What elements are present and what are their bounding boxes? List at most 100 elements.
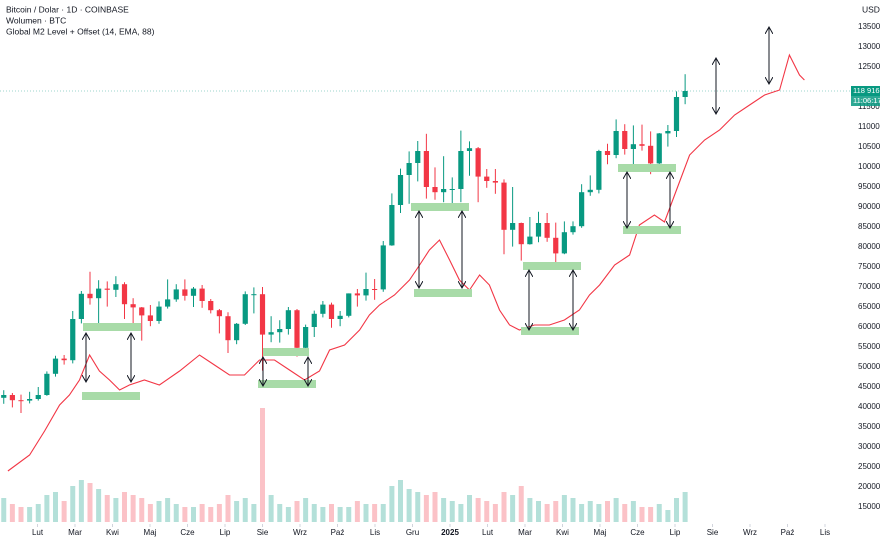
candle-body bbox=[372, 289, 378, 290]
y-tick-label: 80000 bbox=[858, 242, 880, 251]
x-tick-label: Lis bbox=[370, 528, 380, 537]
volume-bar bbox=[553, 501, 559, 522]
zone bbox=[521, 327, 579, 335]
legend-entry: Wolumen · BTC bbox=[6, 15, 66, 25]
y-tick-label: 90000 bbox=[858, 202, 880, 211]
zone bbox=[618, 164, 676, 172]
candle-body bbox=[354, 293, 360, 296]
candle-body bbox=[27, 399, 33, 401]
candle-body bbox=[458, 151, 464, 189]
x-tick-label: Lip bbox=[220, 528, 231, 537]
candle-body bbox=[613, 131, 619, 155]
volume-bar bbox=[441, 498, 447, 522]
volume-bar bbox=[570, 498, 576, 522]
volume-bar bbox=[268, 495, 274, 522]
candle-body bbox=[397, 175, 404, 205]
candle-body bbox=[113, 284, 119, 290]
candle-body bbox=[251, 294, 257, 296]
volume-bar bbox=[70, 486, 76, 522]
volume-bar bbox=[320, 507, 326, 522]
zone bbox=[623, 226, 681, 234]
volume-bar bbox=[251, 504, 257, 522]
candle-body bbox=[501, 182, 507, 230]
x-tick-label: Lis bbox=[820, 528, 830, 537]
volume-bar bbox=[380, 504, 386, 522]
candle-body bbox=[147, 315, 153, 321]
x-tick-label: Sie bbox=[707, 528, 719, 537]
volume-bar bbox=[139, 498, 145, 522]
volume-bar bbox=[475, 498, 481, 522]
annotations bbox=[82, 164, 681, 400]
candle-body bbox=[61, 358, 67, 361]
y-axis-label: USD bbox=[862, 4, 880, 14]
volume-bar bbox=[544, 504, 550, 522]
candle-body bbox=[182, 289, 188, 296]
volume-bar bbox=[527, 498, 533, 522]
candle-body bbox=[18, 400, 24, 402]
candle-body bbox=[630, 144, 636, 149]
candle-body bbox=[423, 151, 429, 187]
volume-bar bbox=[104, 495, 110, 522]
candle-body bbox=[190, 288, 197, 296]
y-tick-label: 85000 bbox=[858, 222, 880, 231]
x-tick-label: Mar bbox=[68, 528, 82, 537]
volume-bar bbox=[130, 495, 136, 522]
volume-bar bbox=[9, 504, 15, 522]
candle-body bbox=[9, 395, 15, 401]
volume-bar bbox=[225, 495, 231, 522]
volume-bar bbox=[191, 507, 196, 522]
x-tick-label: Maj bbox=[594, 528, 607, 537]
candle-body bbox=[277, 329, 283, 333]
candle-body bbox=[682, 91, 688, 97]
volume-bar bbox=[415, 492, 421, 522]
candle-body bbox=[104, 288, 110, 290]
y-tick-label: 45000 bbox=[858, 382, 880, 391]
zone bbox=[523, 262, 581, 270]
volume-bar bbox=[294, 501, 300, 522]
volume-bar bbox=[216, 504, 222, 522]
volume-bar bbox=[579, 504, 585, 522]
y-tick-label: 130000 bbox=[858, 42, 880, 51]
x-tick-label: Wrz bbox=[743, 528, 757, 537]
volume-bar bbox=[173, 504, 179, 522]
volume-bar bbox=[354, 501, 360, 522]
volume-bar bbox=[53, 492, 58, 522]
volume-bar bbox=[242, 498, 248, 522]
x-tick-label: Gru bbox=[406, 528, 419, 537]
candle-body bbox=[337, 315, 343, 319]
volume-bar bbox=[605, 501, 610, 522]
candle-body bbox=[475, 148, 481, 177]
y-tick-label: 25000 bbox=[858, 462, 880, 471]
candle-body bbox=[234, 323, 240, 341]
y-tick-label: 95000 bbox=[858, 182, 880, 191]
zone bbox=[263, 348, 309, 356]
volume-bar bbox=[208, 507, 214, 522]
x-tick-label: Lut bbox=[482, 528, 494, 537]
volume-bar bbox=[346, 507, 352, 522]
candle-body bbox=[648, 145, 654, 164]
y-tick-label: 35000 bbox=[858, 422, 880, 431]
candle-body bbox=[406, 163, 412, 175]
volume-bar bbox=[35, 504, 41, 522]
candle-body bbox=[579, 192, 585, 227]
x-tick-label: Paź bbox=[331, 528, 345, 537]
volume-bar bbox=[630, 501, 636, 522]
y-tick-label: 75000 bbox=[858, 262, 880, 271]
x-tick-label: Lut bbox=[32, 528, 44, 537]
zone bbox=[414, 289, 472, 297]
volume-bar bbox=[113, 498, 119, 522]
volume-bar bbox=[467, 495, 472, 522]
y-tick-label: 125000 bbox=[858, 62, 880, 71]
volume-bar bbox=[423, 495, 429, 522]
candle-body bbox=[441, 189, 447, 193]
legend-entry: Global M2 Level + Offset (14, EMA, 88) bbox=[6, 26, 155, 36]
candle-body bbox=[639, 144, 645, 146]
y-tick-label: 70000 bbox=[858, 282, 880, 291]
y-tick-label: 100000 bbox=[858, 162, 880, 171]
candle-body bbox=[415, 151, 421, 163]
x-tick-label: Paź bbox=[781, 528, 795, 537]
countdown-badge-bg bbox=[851, 96, 880, 106]
candle-body bbox=[328, 304, 335, 319]
candle-body bbox=[527, 236, 533, 245]
candle-body bbox=[216, 310, 222, 317]
